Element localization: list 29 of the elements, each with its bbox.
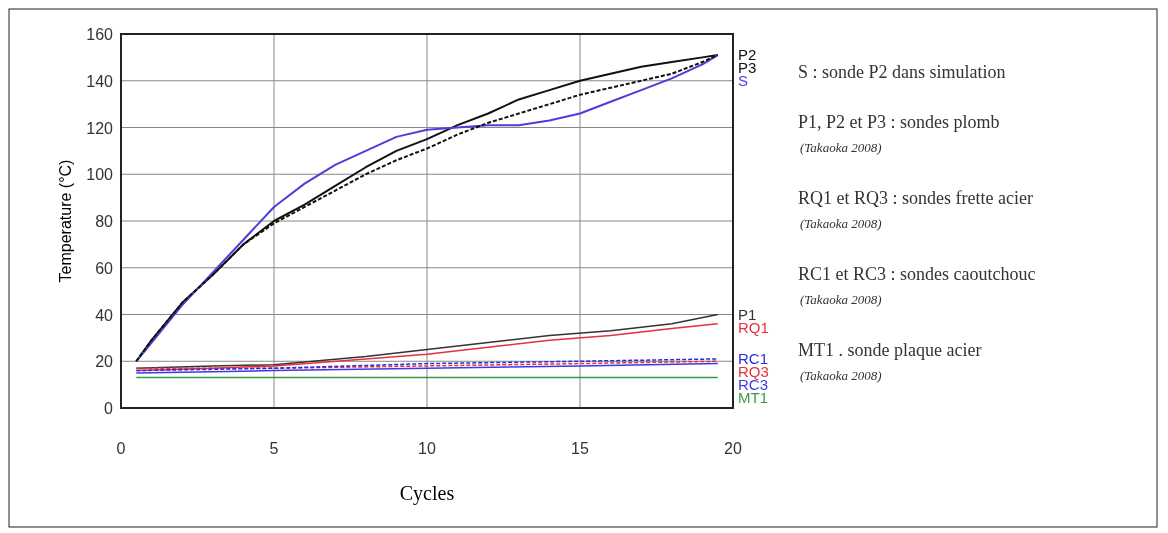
y-tick-label: 60 bbox=[95, 259, 114, 277]
x-tick-label: 10 bbox=[418, 440, 436, 457]
y-tick-label: 160 bbox=[86, 26, 114, 43]
text: P1, P2 et P3 : sondes plomb bbox=[798, 112, 1000, 132]
text: (Takaoka 2008) bbox=[800, 292, 882, 307]
x-tick-label: 15 bbox=[571, 440, 589, 457]
text: RC1 et RC3 : sondes caoutchouc bbox=[798, 264, 1036, 284]
y-axis-title: Temperature (°C) bbox=[57, 159, 74, 283]
y-tick-label: 0 bbox=[104, 400, 114, 417]
text: (Takaoka 2008) bbox=[800, 368, 882, 383]
series-label: P1 bbox=[738, 305, 757, 323]
y-tick-label: 100 bbox=[86, 166, 114, 184]
x-tick-label: 0 bbox=[116, 440, 126, 457]
text: S : sonde P2 dans simulation bbox=[798, 62, 1006, 82]
x-axis-title: Cycles bbox=[399, 482, 455, 505]
text: (Takaoka 2008) bbox=[800, 216, 882, 231]
line-series bbox=[135, 362, 719, 374]
series-label: RC1 bbox=[738, 349, 769, 367]
text: (Takaoka 2008) bbox=[800, 140, 882, 155]
text: MT1 . sonde plaque acier bbox=[798, 340, 982, 360]
y-tick-label: 120 bbox=[86, 119, 114, 137]
text: RQ1 et RQ3 : sondes frette acier bbox=[798, 188, 1033, 208]
y-tick-label: 140 bbox=[86, 72, 114, 90]
y-tick-label: 80 bbox=[95, 213, 114, 230]
x-tick-label: 5 bbox=[269, 440, 279, 457]
y-tick-label: 40 bbox=[95, 306, 114, 324]
y-tick-label: 20 bbox=[95, 353, 114, 371]
line-series bbox=[135, 313, 719, 370]
x-tick-label: 20 bbox=[724, 440, 742, 457]
